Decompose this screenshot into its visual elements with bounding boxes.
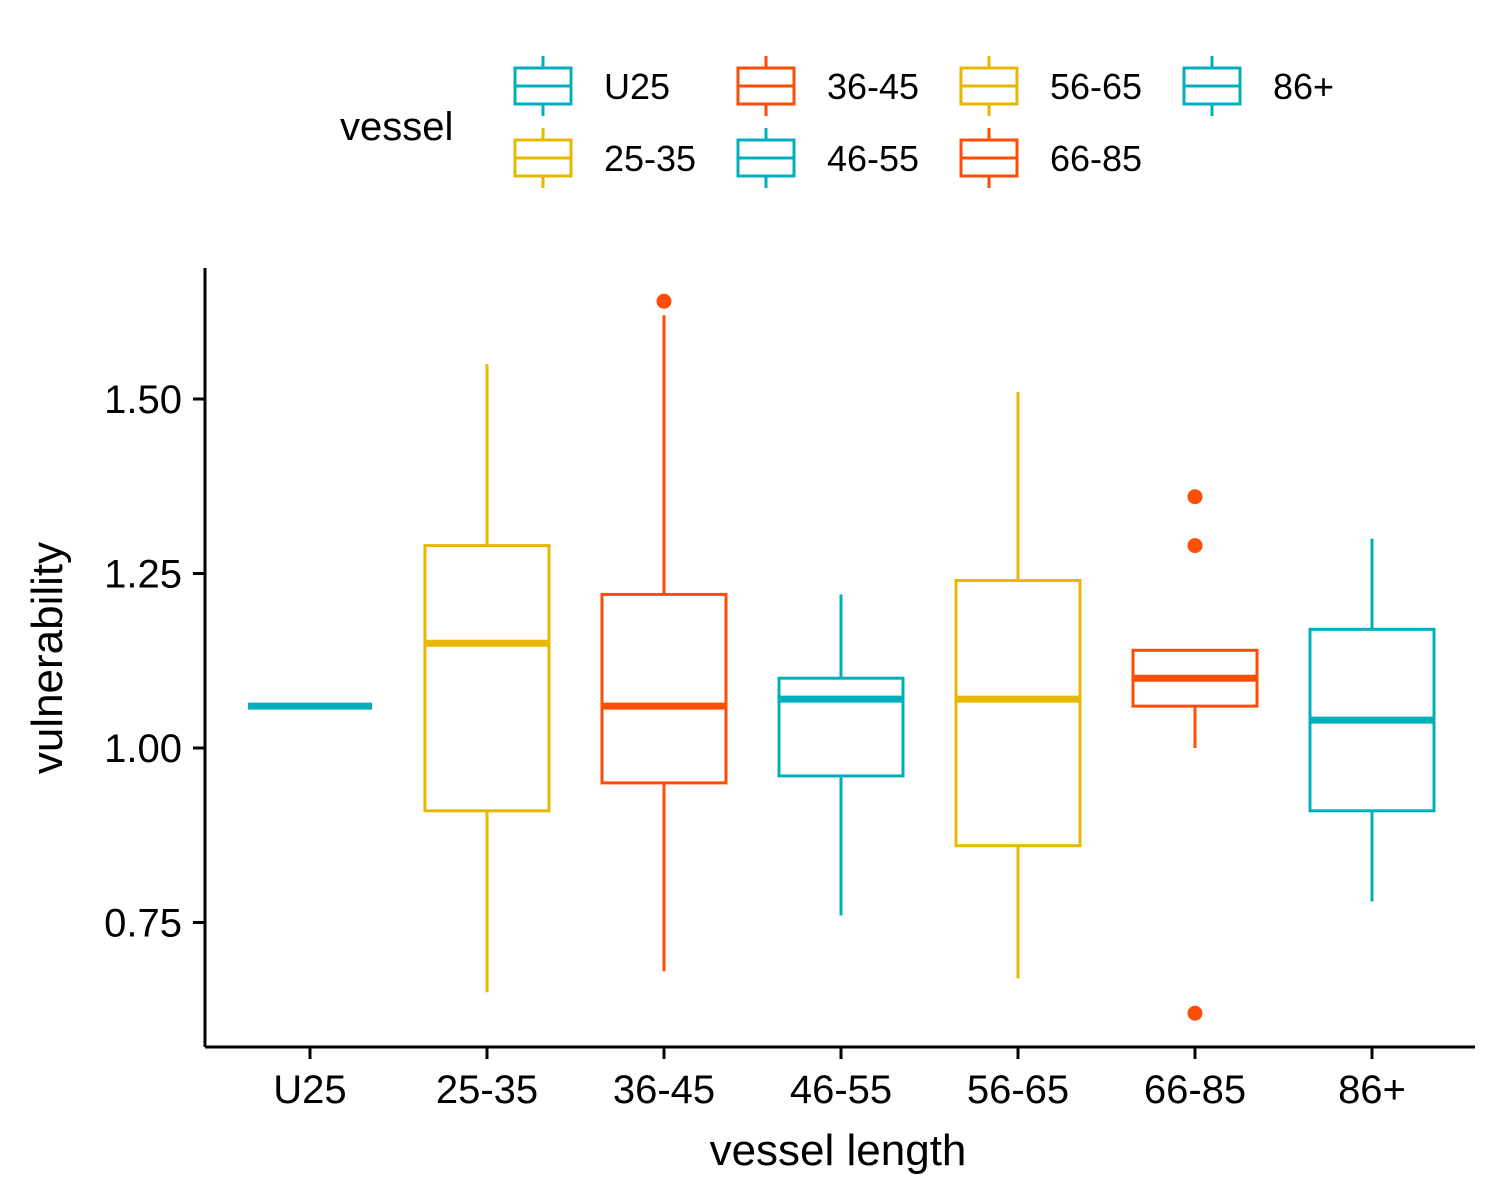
y-tick-label-0: 0.75 bbox=[104, 902, 182, 946]
legend: vessel U25 25-35 36-45 46-55 56-65 66-85 86+ bbox=[340, 56, 1334, 188]
legend-key-25-35 bbox=[513, 128, 573, 188]
x-tick-label-1: 25-35 bbox=[436, 1068, 538, 1112]
plot-area bbox=[248, 293, 1436, 1021]
legend-label-46-55: 46-55 bbox=[827, 138, 919, 179]
legend-label-66-85: 66-85 bbox=[1050, 138, 1142, 179]
legend-label-25-35: 25-35 bbox=[604, 138, 696, 179]
legend-item-56-65: 56-65 bbox=[959, 56, 1142, 116]
legend-label-U25: U25 bbox=[604, 66, 670, 107]
x-axis: U25 25-35 36-45 46-55 56-65 66-85 86+ bbox=[273, 1047, 1406, 1112]
legend-item-36-45: 36-45 bbox=[736, 56, 919, 116]
legend-item-U25: U25 bbox=[513, 56, 670, 116]
iqr-box-36-45 bbox=[600, 592, 728, 785]
box-86+ bbox=[1308, 538, 1436, 902]
x-tick-label-4: 56-65 bbox=[967, 1068, 1069, 1112]
legend-key-66-85 bbox=[959, 128, 1019, 188]
outlier-66-85-1 bbox=[1187, 538, 1203, 554]
outlier-66-85-0 bbox=[1187, 489, 1203, 505]
y-tick-label-1: 1.00 bbox=[104, 727, 182, 771]
legend-item-25-35: 25-35 bbox=[513, 128, 696, 188]
iqr-box-56-65 bbox=[954, 578, 1082, 848]
legend-key-46-55 bbox=[736, 128, 796, 188]
legend-title: vessel bbox=[340, 105, 453, 149]
legend-item-46-55: 46-55 bbox=[736, 128, 919, 188]
legend-label-56-65: 56-65 bbox=[1050, 66, 1142, 107]
x-tick-label-3: 46-55 bbox=[790, 1068, 892, 1112]
x-axis-title: vessel length bbox=[710, 1126, 967, 1175]
x-tick-label-0: U25 bbox=[273, 1068, 346, 1112]
legend-label-86+: 86+ bbox=[1273, 66, 1334, 107]
iqr-box-25-35 bbox=[423, 544, 551, 813]
y-axis: 0.75 1.00 1.25 1.50 bbox=[104, 378, 205, 946]
legend-item-66-85: 66-85 bbox=[959, 128, 1142, 188]
legend-label-36-45: 36-45 bbox=[827, 66, 919, 107]
legend-key-U25 bbox=[513, 56, 573, 116]
x-tick-label-2: 36-45 bbox=[613, 1068, 715, 1112]
x-tick-label-5: 66-85 bbox=[1144, 1068, 1246, 1112]
y-tick-label-2: 1.25 bbox=[104, 553, 182, 597]
x-tick-label-6: 86+ bbox=[1338, 1068, 1406, 1112]
box-46-55 bbox=[777, 594, 905, 916]
legend-key-56-65 bbox=[959, 56, 1019, 116]
legend-item-86+: 86+ bbox=[1182, 56, 1334, 116]
box-56-65 bbox=[954, 392, 1082, 979]
y-tick-label-3: 1.50 bbox=[104, 378, 182, 422]
outlier-66-85-2 bbox=[1187, 1005, 1203, 1021]
y-axis-title: vulnerability bbox=[23, 542, 72, 774]
box-36-45 bbox=[600, 293, 728, 972]
box-66-85 bbox=[1131, 489, 1259, 1021]
outlier-36-45-0 bbox=[656, 293, 672, 309]
legend-key-36-45 bbox=[736, 56, 796, 116]
iqr-box-46-55 bbox=[777, 676, 905, 778]
legend-key-86+ bbox=[1182, 56, 1242, 116]
box-25-35 bbox=[423, 364, 551, 993]
